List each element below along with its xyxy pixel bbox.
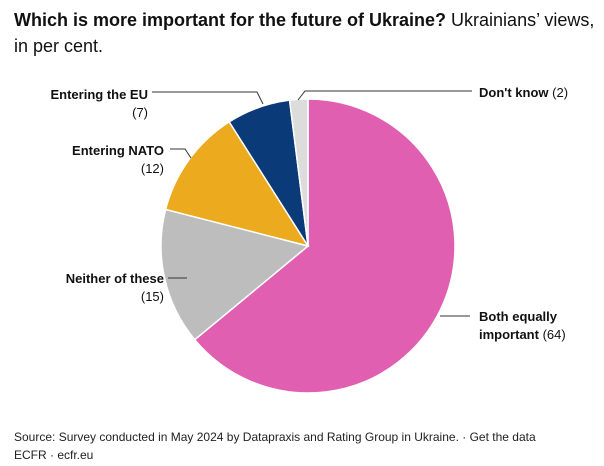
- title-bold: Which is more important for the future o…: [14, 10, 447, 30]
- label-nato: Entering NATO (12): [72, 143, 164, 176]
- label-dk: Don't know (2): [479, 85, 569, 100]
- leader-eu: [152, 91, 264, 105]
- credit: ECFR · ecfr.eu: [14, 448, 94, 462]
- label-neither: Neither of these (15): [65, 271, 164, 304]
- label-both: Both equally important (64): [479, 309, 566, 342]
- get-data-link[interactable]: Get the data: [469, 430, 536, 444]
- slice-both-equally-important: [193, 98, 456, 394]
- chart-title: Which is more important for the future o…: [14, 7, 604, 59]
- leader-dk: [297, 90, 472, 101]
- slice-entering-nato: [164, 120, 310, 248]
- subtitle: Ukrainians’ views, in per cent.: [14, 10, 595, 56]
- label-eu: Entering the EU (7): [50, 87, 148, 120]
- leader-nato: [170, 148, 192, 159]
- source-note: Source: Survey conducted in May 2024 by …: [14, 430, 536, 462]
- slice-neither-of-these: [160, 208, 310, 341]
